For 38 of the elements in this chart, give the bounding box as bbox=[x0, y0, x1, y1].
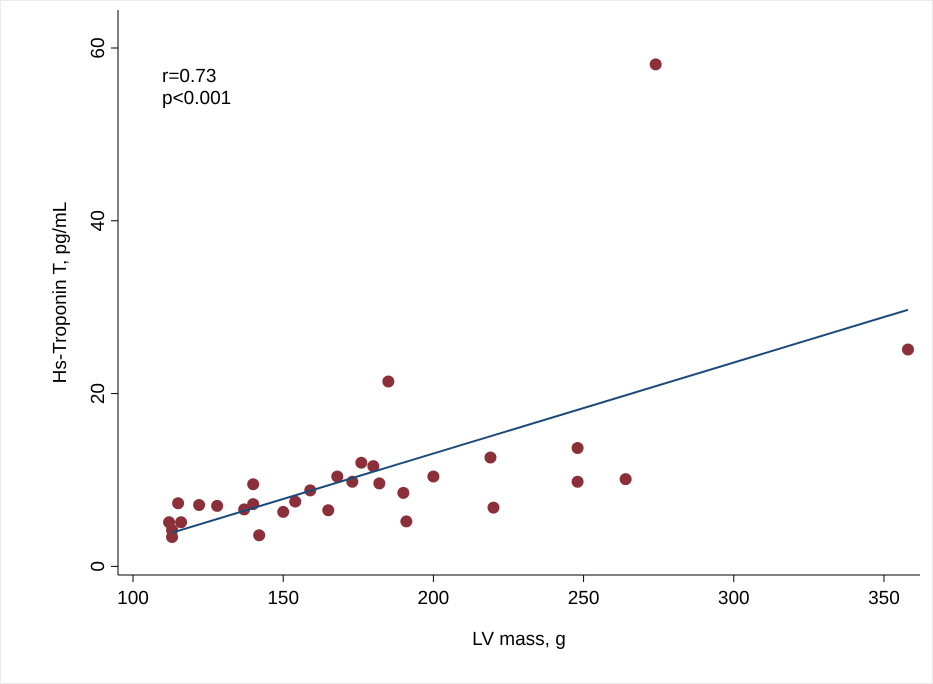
x-tick-label: 100 bbox=[117, 588, 149, 609]
x-tick-label: 350 bbox=[868, 588, 900, 609]
y-tick-label: 40 bbox=[88, 210, 109, 232]
point bbox=[322, 504, 334, 516]
x-tick-label: 200 bbox=[418, 588, 450, 609]
point bbox=[277, 506, 290, 518]
point bbox=[175, 516, 188, 528]
point bbox=[355, 456, 368, 469]
point bbox=[572, 442, 584, 454]
point bbox=[367, 460, 380, 472]
point bbox=[211, 500, 224, 512]
y-tick-label: 60 bbox=[88, 37, 109, 59]
point bbox=[427, 470, 440, 483]
x-tick-label: 250 bbox=[568, 588, 600, 609]
point bbox=[172, 497, 184, 510]
point bbox=[193, 499, 206, 512]
point bbox=[487, 502, 500, 514]
point bbox=[247, 478, 260, 490]
point bbox=[620, 473, 632, 486]
point bbox=[902, 344, 914, 356]
point bbox=[382, 375, 394, 388]
point bbox=[400, 515, 412, 528]
y-axis-title: Hs-Troponin T, pg/mL bbox=[50, 202, 71, 384]
annotation: r=0.73 bbox=[162, 66, 216, 87]
x-tick-label: 300 bbox=[718, 588, 750, 609]
point bbox=[331, 470, 344, 483]
point bbox=[373, 477, 386, 490]
point bbox=[572, 476, 584, 488]
point bbox=[484, 452, 496, 464]
point bbox=[289, 496, 302, 508]
point bbox=[650, 58, 662, 70]
point bbox=[397, 486, 410, 499]
y-tick-label: 20 bbox=[88, 383, 109, 404]
point bbox=[253, 529, 266, 542]
y-tick-label: 0 bbox=[88, 561, 109, 572]
x-axis-title: LV mass, g bbox=[472, 629, 566, 650]
x-tick-label: 150 bbox=[267, 588, 300, 609]
annotation: p<0.001 bbox=[162, 88, 232, 109]
